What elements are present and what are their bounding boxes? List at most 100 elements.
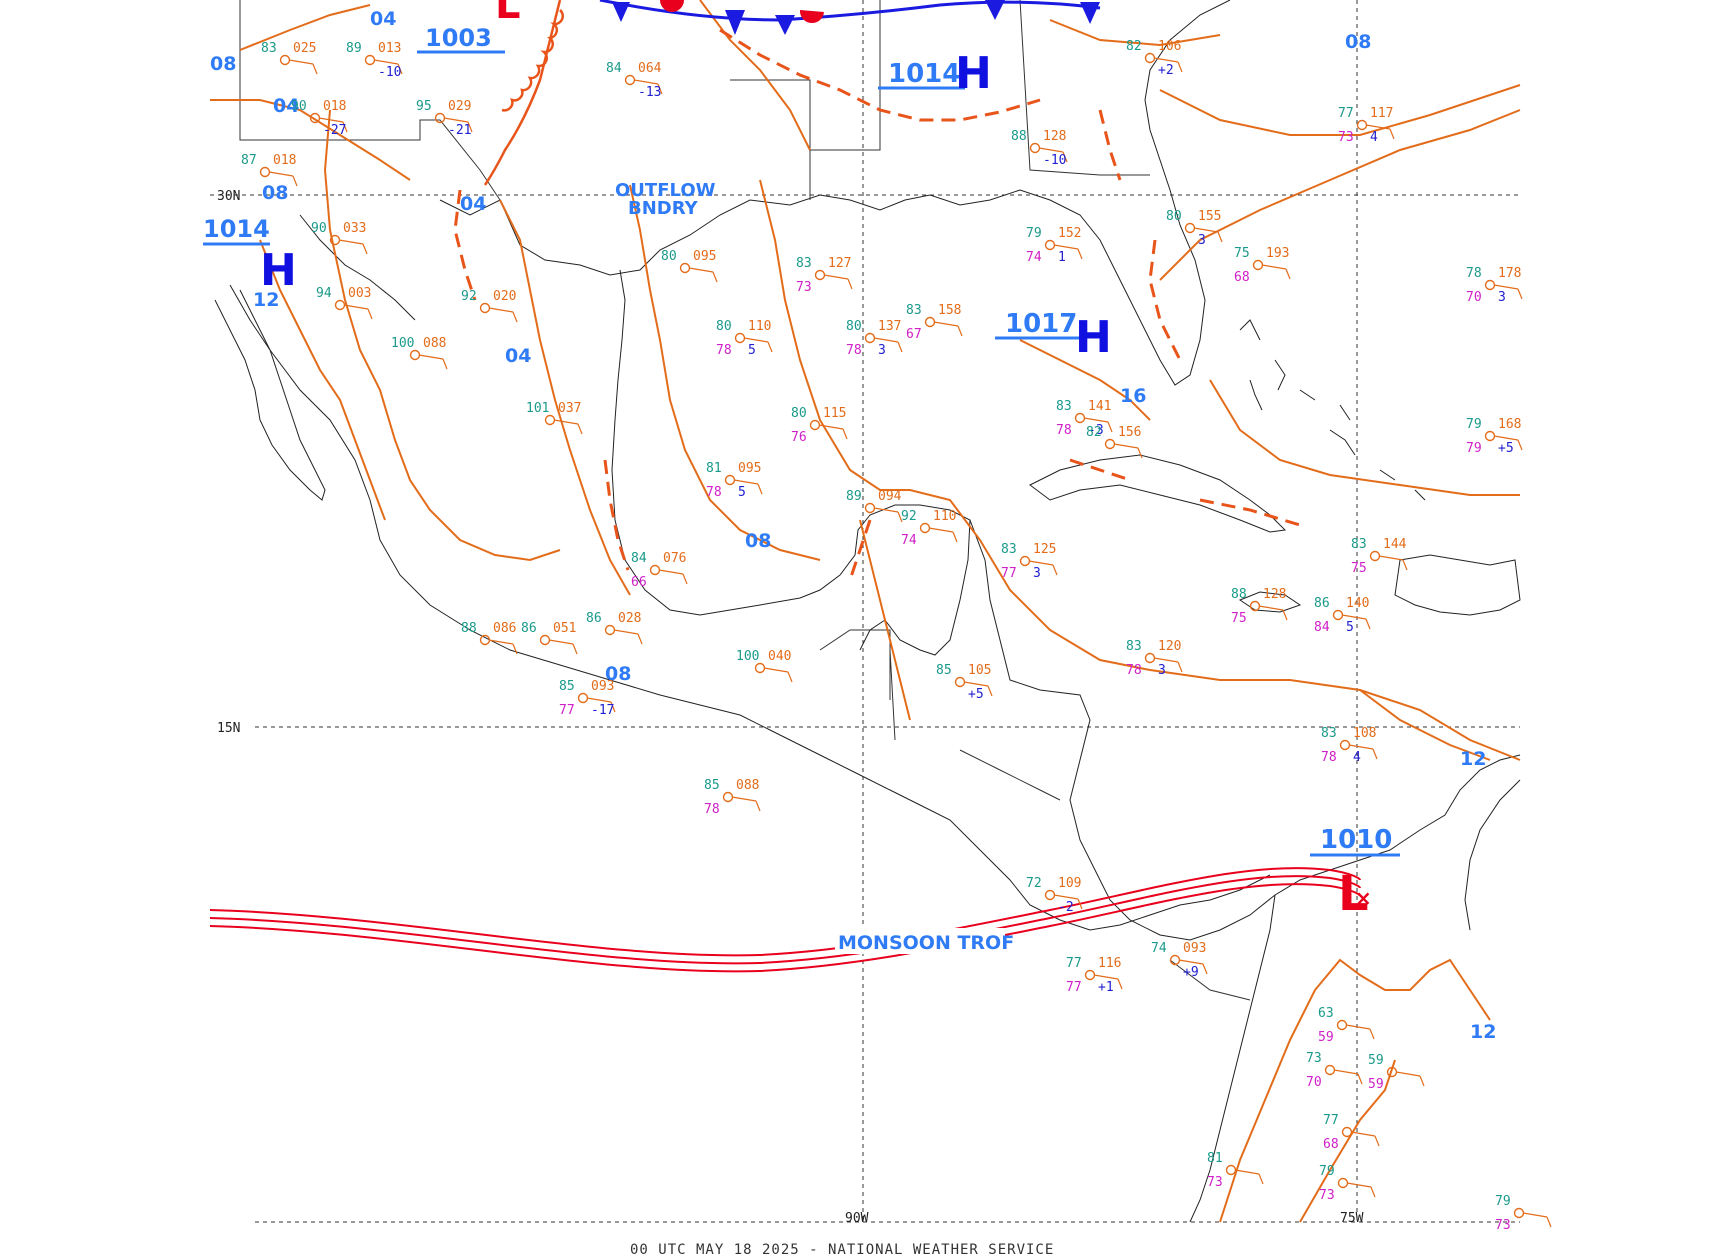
station-wind-barb	[818, 424, 848, 440]
station-plot: 83 125 77 3	[1001, 542, 1058, 581]
station-temperature: 77	[1323, 1113, 1339, 1128]
station-plot: 73 70	[1306, 1051, 1363, 1090]
low-symbol: L	[495, 0, 521, 28]
lat-label-30n: 30N	[217, 189, 240, 204]
station-plot: 81 73	[1207, 1151, 1264, 1190]
isobar-label: 04	[273, 95, 299, 117]
station-temperature: 80	[661, 249, 677, 264]
station-dewpoint: 78	[706, 485, 722, 500]
station-wind-barb	[1395, 1071, 1425, 1087]
station-wind-barb	[1365, 124, 1395, 140]
station-pressure-tendency: +5	[968, 687, 984, 702]
station-pressure: 088	[423, 336, 446, 351]
station-wind-barb	[1348, 744, 1378, 760]
station-temperature: 89	[346, 41, 362, 56]
high-symbol: H	[1075, 312, 1112, 363]
station-plot: 85 105 +5	[936, 663, 993, 702]
station-cloud-cover-circle	[1084, 969, 1096, 981]
station-pressure: 064	[638, 61, 662, 76]
station-cloud-cover-circle	[1144, 652, 1156, 664]
station-wind-barb	[288, 59, 318, 75]
isobar-label: 04	[505, 345, 531, 367]
isobar-label: 08	[210, 53, 236, 75]
high-symbol: H	[955, 48, 992, 99]
station-pressure: 086	[493, 621, 516, 636]
station-pressure: 093	[1183, 941, 1206, 956]
station-cloud-cover-circle	[724, 474, 736, 486]
station-temperature: 83	[796, 256, 812, 271]
station-plot: 92 110 74	[901, 509, 958, 548]
station-cloud-cover-circle	[1513, 1207, 1525, 1219]
station-wind-barb	[1493, 435, 1523, 451]
station-temperature: 73	[1306, 1051, 1322, 1066]
station-pressure: 137	[878, 319, 901, 334]
station-pressure: 156	[1118, 425, 1141, 440]
station-dewpoint: 73	[1319, 1188, 1335, 1203]
station-cloud-cover-circle	[1252, 259, 1264, 271]
station-wind-barb	[658, 569, 688, 585]
station-temperature: 88	[1231, 587, 1247, 602]
station-pressure-tendency: 3	[878, 343, 886, 358]
station-wind-barb	[873, 507, 903, 523]
station-pressure: 033	[343, 221, 366, 236]
station-dewpoint: 78	[846, 343, 862, 358]
station-cloud-cover-circle	[1337, 1177, 1349, 1189]
station-temperature: 86	[1314, 596, 1330, 611]
station-pressure: 120	[1158, 639, 1181, 654]
station-plot: 86 051	[521, 621, 578, 655]
high-baja: 1014 H	[203, 215, 297, 296]
station-cloud-cover-circle	[1341, 1126, 1353, 1138]
station-wind-barb	[1258, 605, 1288, 621]
station-dewpoint: 78	[1321, 750, 1337, 765]
station-temperature: 59	[1368, 1053, 1384, 1068]
station-pressure-tendency: 3	[1198, 233, 1206, 248]
station-wind-barb	[318, 117, 348, 133]
station-wind-barb	[443, 117, 473, 133]
station-wind-barb	[1193, 227, 1223, 243]
station-plot: 77 68	[1323, 1113, 1380, 1152]
station-pressure-tendency: -3	[1088, 423, 1104, 438]
station-plot: 79 152 74 1	[1026, 226, 1083, 265]
station-dewpoint: 78	[716, 343, 732, 358]
station-plot: 74 093 +9	[1151, 941, 1208, 980]
station-temperature: 79	[1026, 226, 1042, 241]
station-pressure: 095	[738, 461, 761, 476]
station-pressure: 155	[1198, 209, 1221, 224]
station-pressure: 040	[768, 649, 791, 664]
station-wind-barb	[1038, 147, 1068, 163]
station-temperature: 86	[586, 611, 602, 626]
station-temperature: 82	[1086, 425, 1102, 440]
isobars	[210, 0, 1521, 1223]
station-temperature: 83	[1351, 537, 1367, 552]
station-pressure-tendency: 5	[748, 343, 756, 358]
station-plot: 101 037	[526, 401, 583, 435]
station-pressure-tendency: 3	[1033, 566, 1041, 581]
station-cloud-cover-circle	[1104, 438, 1116, 450]
station-pressure-tendency: 1	[1058, 250, 1066, 265]
station-plot: 86 140 84 5	[1314, 596, 1371, 635]
station-temperature: 82	[1126, 39, 1142, 54]
station-dewpoint: 73	[796, 280, 812, 295]
station-plot: 95 029 -21	[416, 99, 473, 138]
station-pressure: 094	[878, 489, 902, 504]
low-symbol: L	[1338, 866, 1369, 922]
station-wind-barb	[733, 479, 763, 495]
low-colombia: 1010 L ×	[1310, 825, 1400, 922]
station-cloud-cover-circle	[1019, 555, 1031, 567]
station-pressure: 020	[493, 289, 516, 304]
station-cloud-cover-circle	[809, 419, 821, 431]
station-pressure: 152	[1058, 226, 1081, 241]
station-cloud-cover-circle	[864, 502, 876, 514]
station-pressure: 128	[1043, 129, 1066, 144]
station-dewpoint: 75	[1351, 561, 1367, 576]
station-plot: 88 128 -10	[1011, 129, 1068, 168]
station-cloud-cover-circle	[1369, 550, 1381, 562]
lon-label-90w: 90W	[845, 1211, 869, 1226]
station-temperature: 90	[311, 221, 327, 236]
station-plot: 75 193 68	[1234, 246, 1291, 285]
station-dewpoint: 70	[1306, 1075, 1322, 1090]
low-value-label: 1010	[1320, 825, 1392, 855]
station-temperature: 88	[461, 621, 477, 636]
station-temperature: 80	[716, 319, 732, 334]
station-temperature: 95	[416, 99, 432, 114]
